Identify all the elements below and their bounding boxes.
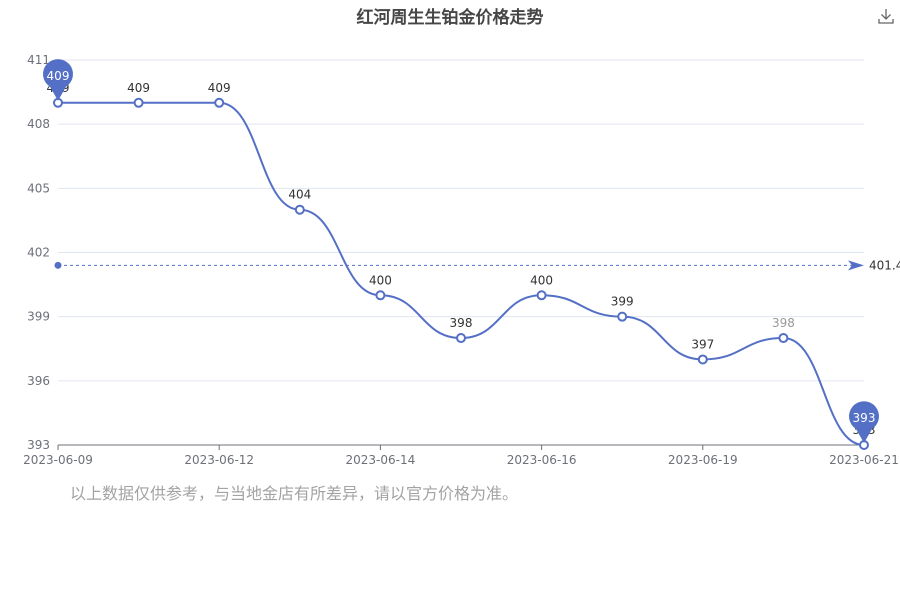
- data-point: [536, 290, 547, 301]
- average-line-start: [54, 261, 62, 269]
- x-tick-label: 2023-06-19: [668, 453, 738, 467]
- data-label: 397: [691, 337, 714, 351]
- y-tick-label: 396: [27, 374, 50, 388]
- min-marker-label: 393: [853, 411, 876, 425]
- data-label: 409: [127, 81, 150, 95]
- download-icon[interactable]: [876, 6, 896, 26]
- y-tick-label: 399: [27, 310, 50, 324]
- data-label: 400: [530, 273, 553, 287]
- data-point: [294, 204, 305, 215]
- max-marker: 409: [43, 59, 73, 101]
- data-label: 409: [208, 81, 231, 95]
- data-label: 404: [288, 188, 311, 202]
- min-marker-shape: [849, 401, 879, 443]
- y-tick-label: 405: [27, 181, 50, 195]
- data-point: [778, 333, 789, 344]
- data-point: [375, 290, 386, 301]
- average-line-arrow: [848, 260, 864, 271]
- max-marker-label: 409: [47, 69, 70, 83]
- x-tick-label: 2023-06-12: [184, 453, 254, 467]
- data-label: 399: [611, 295, 634, 309]
- data-point: [133, 97, 144, 108]
- x-tick-label: 2023-06-21: [829, 453, 899, 467]
- y-tick-label: 393: [27, 438, 50, 452]
- y-tick-label: 411: [27, 53, 50, 67]
- x-tick-label: 2023-06-09: [23, 453, 93, 467]
- data-point: [456, 333, 466, 344]
- average-line-label: 401.4: [869, 258, 900, 272]
- chart-title: 红河周生生铂金价格走势: [356, 8, 544, 28]
- y-tick-label: 408: [27, 117, 50, 131]
- data-label: 400: [369, 273, 392, 287]
- max-marker-shape: [43, 59, 73, 101]
- data-label: 398: [772, 316, 795, 330]
- x-tick-label: 2023-06-14: [346, 453, 416, 467]
- series-line: [57, 101, 865, 446]
- min-marker: 393: [849, 401, 879, 443]
- y-tick-label: 402: [27, 246, 50, 260]
- data-point: [214, 97, 225, 108]
- data-point: [617, 311, 628, 322]
- disclaimer-text: 以上数据仅供参考，与当地金店有所差异，请以官方价格为准。: [70, 484, 519, 503]
- data-label: 398: [450, 316, 473, 330]
- data-point: [697, 354, 708, 365]
- x-tick-label: 2023-06-16: [507, 453, 577, 467]
